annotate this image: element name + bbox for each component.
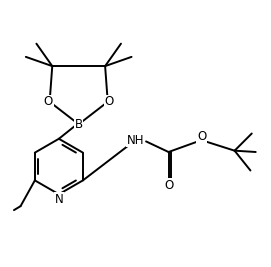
- Text: B: B: [75, 118, 83, 131]
- Text: O: O: [197, 131, 206, 143]
- Text: NH: NH: [127, 134, 144, 147]
- Text: O: O: [104, 95, 114, 108]
- Text: O: O: [44, 95, 53, 108]
- Text: O: O: [164, 179, 173, 191]
- Text: N: N: [54, 193, 63, 206]
